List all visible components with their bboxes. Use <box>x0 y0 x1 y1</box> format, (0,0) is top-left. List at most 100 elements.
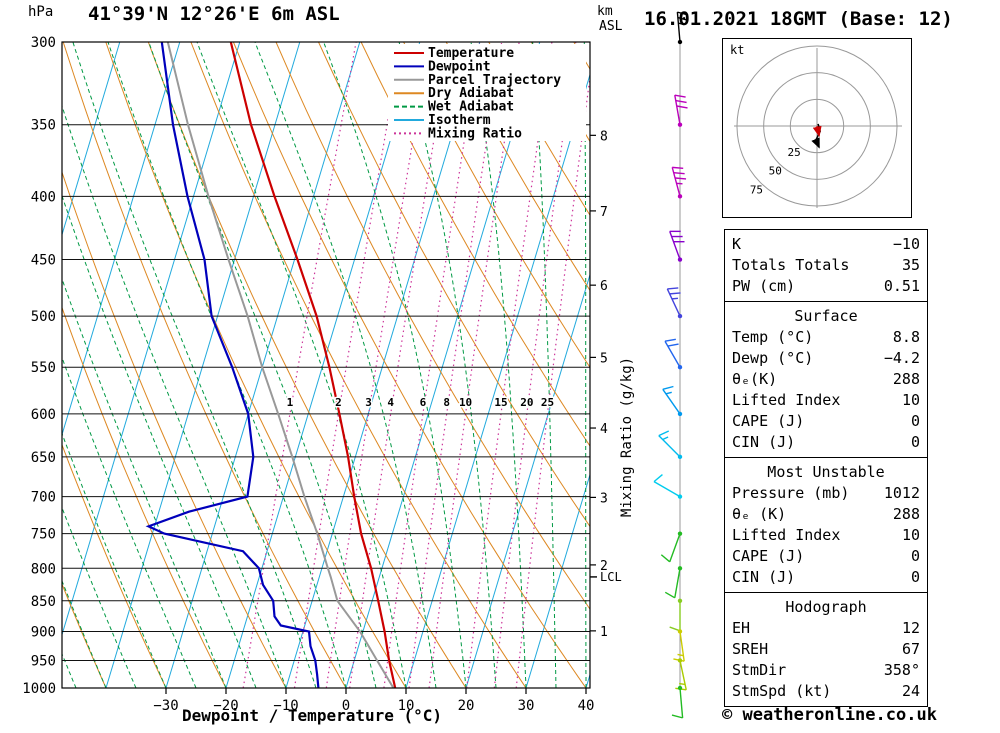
hodograph-unit-label: kt <box>730 43 744 57</box>
wind-barb-feather <box>674 94 686 98</box>
pressure-tick-label: 300 <box>31 35 56 51</box>
isotherm-line <box>62 42 181 437</box>
row-value: 24 <box>901 682 920 700</box>
row-label: Temp (°C) <box>732 328 814 346</box>
table-row: StmSpd (kt) 24 <box>725 681 927 702</box>
table-row: Dewp (°C) −4.2 <box>725 348 927 369</box>
parcel-curve <box>166 42 395 688</box>
wind-barb-feather <box>671 714 683 719</box>
wind-barb-feather <box>679 682 686 686</box>
wind-barb-station-dot <box>677 411 683 417</box>
wet-adiabat-line <box>72 42 317 688</box>
wind-barb-feather <box>677 653 684 657</box>
wet-adiabat-line <box>62 194 257 688</box>
km-tick-label: 7 <box>600 205 608 220</box>
table-row: CIN (J) 0 <box>725 567 927 588</box>
table-most_unstable: Most Unstable Pressure (mb) 1012 θₑ (K) 288 L… <box>724 457 928 593</box>
row-value: 12 <box>901 619 920 637</box>
pressure-tick-label: 800 <box>31 561 56 577</box>
row-label: θₑ (K) <box>732 505 787 523</box>
wind-barb <box>669 598 683 632</box>
table-row: Lifted Index 10 <box>725 525 927 546</box>
row-value: 0 <box>910 568 920 586</box>
wind-barb-feather <box>660 554 671 563</box>
skewt-diagram: 3003504004505005506006507007508008509009… <box>22 3 689 725</box>
dry-adiabat-line <box>573 42 590 71</box>
lcl-label: LCL <box>600 570 622 584</box>
wind-barb-feather <box>676 182 683 185</box>
wet-adiabat-line <box>62 277 227 688</box>
wind-barb-station-dot <box>677 629 683 634</box>
dewpoint-curve <box>145 42 320 688</box>
table-header: Hodograph <box>785 598 867 616</box>
isotherm-line <box>165 42 361 688</box>
wind-barb <box>653 474 683 499</box>
table-surface: Surface Temp (°C) 8.8 Dewp (°C) −4.2 θₑ(K) 288… <box>724 301 928 458</box>
pressure-tick-label: 600 <box>31 407 56 423</box>
table-row: Totals Totals 35 <box>725 255 927 276</box>
legend-label: Isotherm <box>428 113 491 128</box>
row-value: 35 <box>901 256 920 274</box>
wind-barb-feather <box>673 171 685 175</box>
legend-label: Wet Adiabat <box>428 100 514 115</box>
wind-barb-feather <box>675 177 687 180</box>
wind-barb-station-dot <box>677 122 683 127</box>
wind-barb-staff <box>671 167 681 197</box>
row-label: Lifted Index <box>732 526 841 544</box>
dry-adiabat-line <box>403 42 590 369</box>
hodograph-ring-label: 50 <box>769 165 782 178</box>
x-tick-label: −20 <box>213 698 238 714</box>
mixing-ratio-value-label: 8 <box>443 396 450 409</box>
table-row: PW (cm) 0.51 <box>725 276 927 297</box>
plot-frame <box>61 41 591 689</box>
pressure-tick-label: 850 <box>31 594 56 610</box>
pressure-tick-label: 950 <box>31 653 56 669</box>
km-tick-label: 5 <box>600 351 608 366</box>
mixing-ratio-line <box>293 42 402 688</box>
wet-adiabat-line <box>62 432 167 688</box>
wet-adiabat-line <box>107 42 347 688</box>
dry-adiabat-line <box>360 42 590 447</box>
wind-barb-column <box>653 11 689 719</box>
row-label: K <box>732 235 742 253</box>
wind-barb-station-dot <box>677 39 683 45</box>
wind-barb-station-dot <box>677 194 683 199</box>
storm-motion-arrow <box>812 125 822 138</box>
wind-barb-staff <box>669 533 681 563</box>
wet-adiabat-line <box>62 104 287 688</box>
row-value: 67 <box>901 640 920 658</box>
wind-barb-feather <box>664 338 676 342</box>
isotherm-line <box>465 272 590 688</box>
wet-adiabat-line <box>254 42 437 688</box>
row-label: Dewp (°C) <box>732 349 814 367</box>
wind-barb-staff <box>653 481 681 498</box>
mixing-ratio-value-label: 2 <box>335 396 342 409</box>
wet-adiabat-line <box>62 506 137 688</box>
mixing-ratio-value-label: 1 <box>287 396 294 409</box>
wind-barb-feather <box>665 391 672 395</box>
table-row: EH 12 <box>725 618 927 639</box>
table-row: CIN (J) 0 <box>725 432 927 453</box>
legend-label: Parcel Trajectory <box>428 73 561 88</box>
station-title: 41°39'N 12°26'E 6m ASL <box>88 3 340 25</box>
dry-adiabat-line <box>445 42 590 292</box>
temperature-curve <box>229 42 397 688</box>
mixing-ratio-line <box>325 42 430 688</box>
wind-barb-station-dot <box>677 454 683 460</box>
wind-barb-feather <box>662 436 669 441</box>
legend-entry: Wet Adiabat <box>394 100 514 115</box>
mixing-ratio-line <box>349 42 451 688</box>
table-row: CAPE (J) 0 <box>725 411 927 432</box>
table-row: StmDir 358° <box>725 660 927 681</box>
table-hodograph: Hodograph EH 12 SREH 67 StmDir 358° StmSpd (kt)… <box>724 592 928 707</box>
wind-barb-feather <box>678 22 685 26</box>
legend-label: Dry Adiabat <box>428 86 514 101</box>
legend-label: Temperature <box>428 46 514 61</box>
x-tick-label: 10 <box>398 698 415 714</box>
wind-barb-staff <box>674 568 681 598</box>
row-label: PW (cm) <box>732 277 796 295</box>
km-unit-label: km <box>597 4 613 19</box>
wind-barb <box>660 531 683 563</box>
hodograph-ring-label: 25 <box>788 146 801 159</box>
wind-barb-staff <box>658 435 681 458</box>
